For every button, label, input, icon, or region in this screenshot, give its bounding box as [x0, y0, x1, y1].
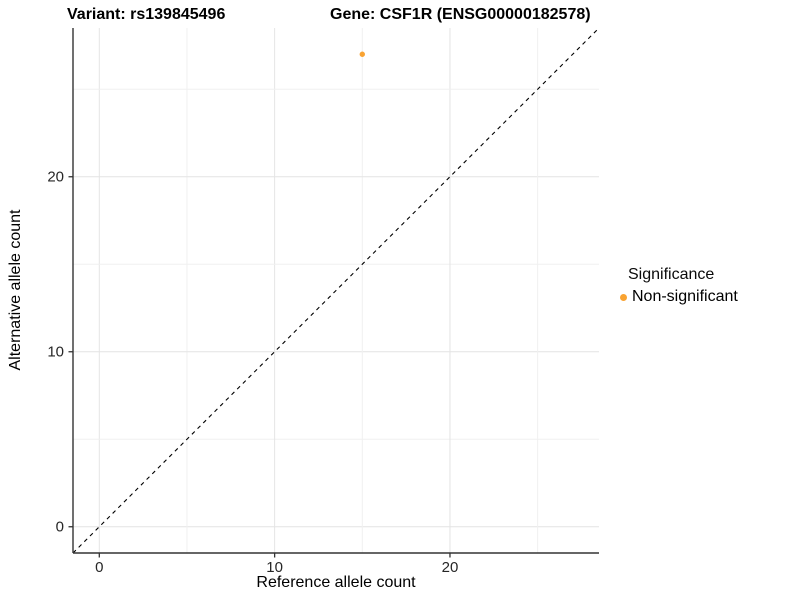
legend-entry-label: Non-significant	[632, 288, 738, 305]
x-tick-label: 0	[95, 559, 104, 576]
plot-title-variant: Variant: rs139845496	[67, 6, 226, 23]
x-axis-title: Reference allele count	[256, 574, 416, 591]
y-tick-label: 10	[47, 343, 64, 361]
legend-entry-non-significant: Non-significant	[620, 288, 738, 306]
y-tick-label: 0	[55, 518, 64, 536]
data-point	[359, 51, 365, 57]
y-tick-label: 20	[47, 168, 64, 186]
plot-title-gene: Gene: CSF1R (ENSG00000182578)	[330, 6, 591, 23]
x-tick-label: 20	[441, 559, 459, 576]
legend: Significance Non-significant	[620, 266, 738, 306]
y-axis-title: Alternative allele count	[7, 209, 24, 371]
legend-title: Significance	[628, 266, 715, 283]
x-tick-label: 10	[266, 559, 283, 576]
legend-point-swatch-icon	[620, 293, 627, 301]
